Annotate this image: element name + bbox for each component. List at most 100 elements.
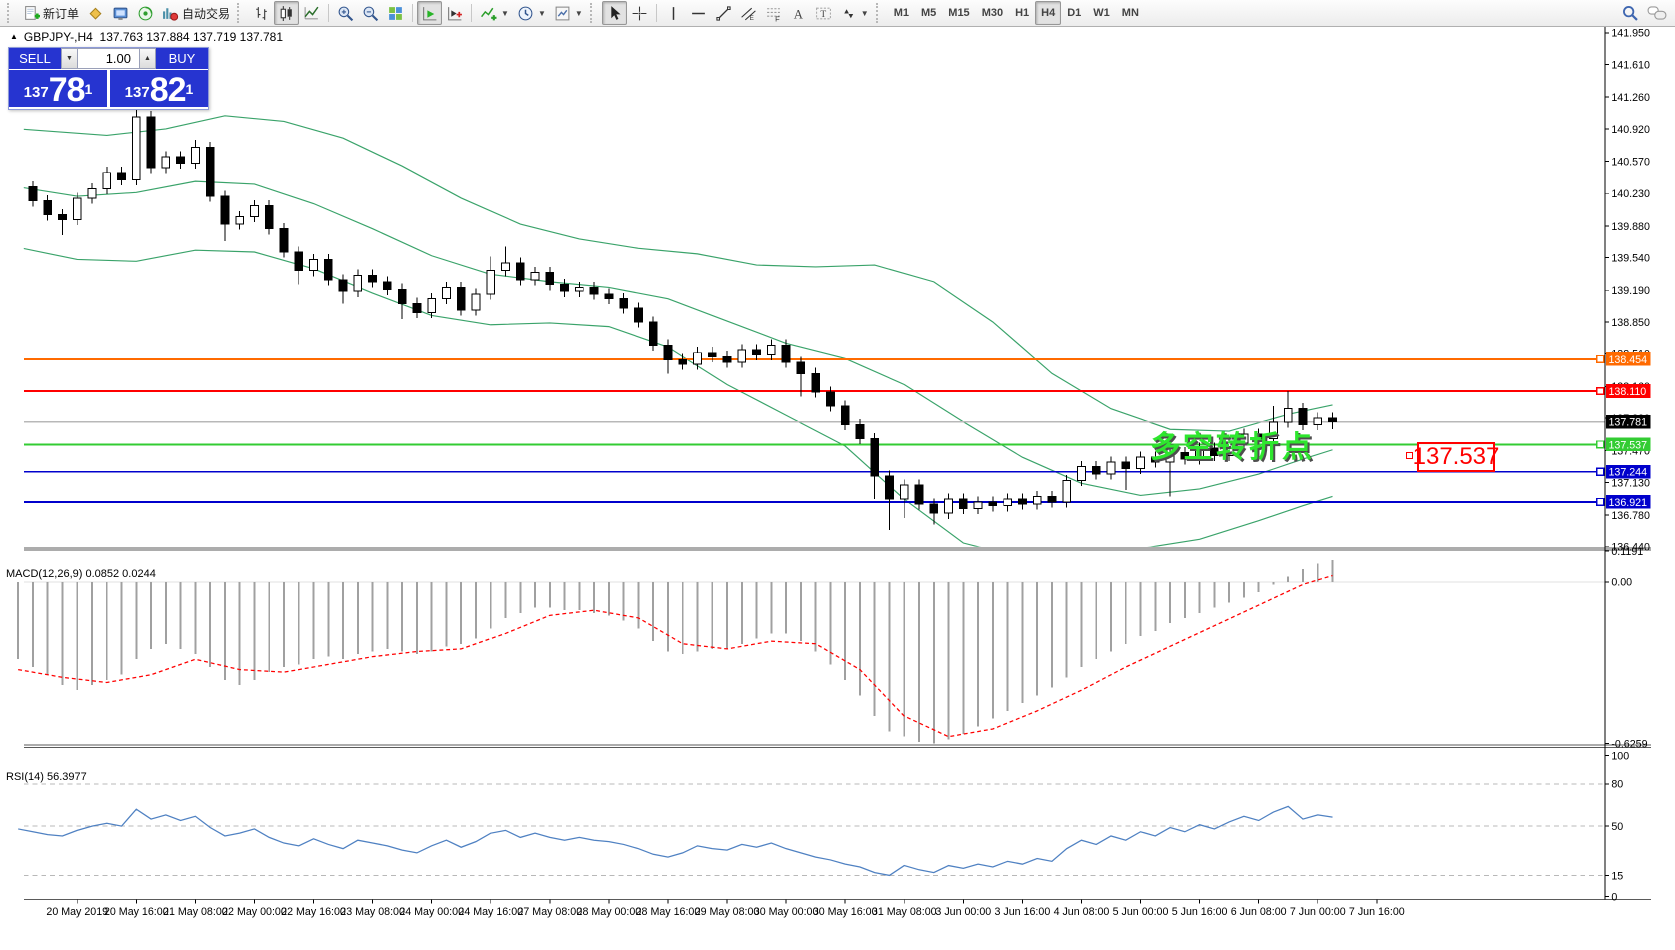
text-button[interactable]: A	[786, 1, 811, 25]
svg-text:138.110: 138.110	[1608, 386, 1646, 398]
svg-text:141.610: 141.610	[1611, 59, 1650, 71]
channel-button[interactable]: E	[736, 1, 761, 25]
ohlc-quotes: 137.763 137.884 137.719 137.781	[99, 30, 284, 44]
toolbar-separator	[471, 4, 473, 22]
svg-text:137.130: 137.130	[1611, 477, 1650, 489]
autotrade-button[interactable]: 自动交易	[158, 1, 234, 25]
zoom-out-icon	[362, 5, 379, 22]
sell-button[interactable]: SELL	[9, 48, 61, 69]
rsi-line-layer	[18, 805, 1333, 877]
svg-text:137.781: 137.781	[1608, 417, 1647, 429]
timeframe-m1-button[interactable]: M1	[893, 7, 909, 19]
line-chart-icon	[303, 5, 320, 22]
signals-button[interactable]	[133, 1, 158, 25]
svg-text:3 Jun 00:00: 3 Jun 00:00	[935, 906, 991, 918]
svg-text:141.950: 141.950	[1611, 28, 1650, 40]
toolbar-grip[interactable]	[237, 3, 244, 23]
chat-button[interactable]	[1643, 1, 1671, 25]
tile-windows-button[interactable]	[383, 1, 408, 25]
text-label-icon: T	[815, 5, 832, 22]
timeframe-h4-button[interactable]: H4	[1035, 1, 1062, 25]
chevron-down-icon: ▼	[501, 8, 509, 18]
chart-canvas[interactable]: 141.950 141.610 141.260 140.920 140.570 140.2…	[0, 27, 1675, 950]
cursor-button[interactable]	[601, 1, 627, 25]
new-order-icon	[23, 5, 40, 22]
candles-layer	[28, 110, 1337, 530]
zoom-in-button[interactable]	[333, 1, 358, 25]
timeframe-m5-button[interactable]: M5	[921, 7, 937, 19]
price-label-annotation[interactable]: 137.537	[1412, 442, 1500, 472]
timeframe-h1-button[interactable]: H1	[1015, 7, 1030, 19]
svg-text:-0.6259: -0.6259	[1611, 738, 1647, 750]
toolbar-grip[interactable]	[589, 3, 597, 23]
templates-button[interactable]: ▼	[550, 1, 587, 25]
svg-text:139.540: 139.540	[1611, 253, 1650, 265]
svg-text:100: 100	[1611, 751, 1629, 763]
volume-decrease-button[interactable]: ▼	[61, 48, 78, 69]
text-label-button[interactable]: T	[811, 1, 836, 25]
new-order-label: 新订单	[43, 6, 80, 21]
timeframe-d1-button[interactable]: D1	[1067, 7, 1082, 19]
line-chart-button[interactable]	[299, 1, 324, 25]
zoom-out-button[interactable]	[358, 1, 383, 25]
cursor-icon	[606, 5, 623, 22]
toolbar-grip[interactable]	[7, 3, 14, 23]
clock-icon	[517, 5, 534, 22]
macd-signal-layer	[18, 574, 1333, 738]
svg-text:140.230: 140.230	[1611, 188, 1650, 200]
chart-shift-icon	[446, 5, 463, 22]
chevron-down-icon: ▼	[537, 8, 546, 18]
svg-text:21 May 08:00: 21 May 08:00	[163, 906, 228, 918]
zoom-in-icon	[337, 5, 354, 22]
fibonacci-button[interactable]: F	[761, 1, 786, 25]
sell-price-big: 78	[48, 71, 86, 109]
auto-scroll-button[interactable]	[417, 1, 443, 25]
toolbar-separator	[328, 4, 330, 22]
candlestick-button[interactable]	[274, 1, 300, 25]
cascade-button[interactable]	[83, 1, 108, 25]
timeframe-m15-button[interactable]: M15	[948, 7, 970, 19]
collapse-panel-icon[interactable]: ▲	[10, 32, 18, 41]
vertical-line-button[interactable]	[661, 1, 686, 25]
sell-price-button[interactable]: 137 78 1	[9, 70, 107, 107]
indicators-button[interactable]: ▼	[476, 1, 513, 25]
toolbar-grip[interactable]	[875, 3, 883, 23]
svg-text:20 May 16:00: 20 May 16:00	[104, 906, 169, 918]
buy-button[interactable]: BUY	[156, 48, 208, 69]
new-order-button[interactable]: 新订单	[19, 1, 83, 25]
crosshair-button[interactable]	[627, 1, 652, 25]
macd-histogram-layer	[17, 559, 1334, 744]
timeframe-w1-button[interactable]: W1	[1093, 7, 1110, 19]
svg-text:136.780: 136.780	[1611, 510, 1650, 522]
buy-price-button[interactable]: 137 82 1	[110, 70, 208, 107]
timeframe-mn-button[interactable]: MN	[1121, 7, 1139, 19]
bar-chart-button[interactable]	[249, 1, 274, 25]
monitor-icon	[112, 5, 129, 22]
horizontal-line-button[interactable]	[686, 1, 711, 25]
volume-increase-button[interactable]: ▲	[139, 48, 156, 69]
chevron-down-icon: ▼	[860, 8, 869, 18]
search-button[interactable]	[1617, 1, 1643, 25]
market-watch-button[interactable]	[108, 1, 133, 25]
svg-text:141.260: 141.260	[1611, 92, 1650, 104]
symbol-name: GBPJPY-,H4	[23, 30, 93, 44]
svg-text:136.440: 136.440	[1611, 542, 1650, 554]
arrows-button[interactable]: ▼	[836, 1, 873, 25]
search-icon	[1621, 4, 1639, 22]
svg-text:F: F	[775, 14, 780, 22]
chart-shift-button[interactable]	[442, 1, 467, 25]
svg-text:24 May 16:00: 24 May 16:00	[458, 906, 523, 918]
template-icon	[554, 5, 571, 22]
arrows-icon	[840, 5, 857, 22]
periods-button[interactable]: ▼	[513, 1, 550, 25]
timeframe-m30-button[interactable]: M30	[981, 7, 1004, 19]
svg-text:28 May 16:00: 28 May 16:00	[636, 906, 701, 918]
svg-text:6 Jun 08:00: 6 Jun 08:00	[1231, 906, 1287, 918]
turning-point-annotation[interactable]: 多空转折点	[1150, 431, 1315, 464]
volume-input[interactable]: 1.00	[78, 48, 139, 69]
svg-text:A: A	[794, 7, 804, 21]
svg-text:24 May 00:00: 24 May 00:00	[399, 906, 464, 918]
svg-text:0.00: 0.00	[1611, 577, 1632, 589]
trendline-button[interactable]	[711, 1, 736, 25]
